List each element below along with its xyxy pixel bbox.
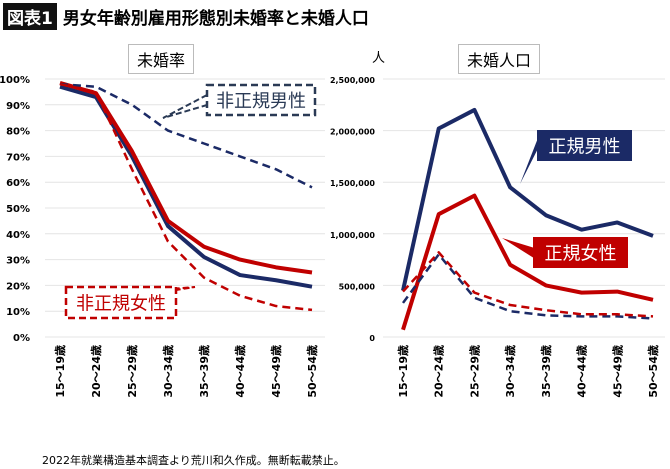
- series-line-非正規男性: [59, 82, 313, 189]
- x-tick-label: 15～19歳: [396, 345, 410, 398]
- callout-box: [64, 285, 178, 320]
- series-line-非正規女性: [59, 82, 313, 312]
- x-tick-label: 20～24歳: [432, 345, 446, 398]
- y-tick-label: 1,000,000: [330, 231, 375, 240]
- callout-label: 非正規男性: [216, 91, 306, 112]
- x-tick-label: 35～39歳: [539, 345, 553, 398]
- series-line-正規男性: [59, 84, 313, 289]
- x-tick-label: 50～54歳: [646, 345, 660, 398]
- y-tick-label: 2,500,000: [330, 76, 375, 85]
- source-note: 2022年就業構造基本調査より荒川和久作成。無断転載禁止。: [42, 454, 345, 467]
- callout-box: [533, 237, 628, 268]
- callout-pointer: [162, 94, 208, 119]
- x-tick-label: 25～29歳: [125, 345, 139, 398]
- x-tick-label: 40～44歳: [233, 345, 247, 398]
- y-tick-label: 2,000,000: [330, 128, 375, 137]
- y-tick-label: 1,500,000: [330, 179, 375, 188]
- x-tick-label: 25～29歳: [467, 345, 481, 398]
- figure-tag: 図表1: [3, 3, 57, 30]
- x-tick-label: 50～54歳: [305, 345, 319, 398]
- series-line-正規男性: [401, 107, 654, 291]
- y-tick-label: 0%: [13, 333, 30, 344]
- y-tick-label: 70%: [6, 152, 30, 163]
- y-tick-label: 500,000: [339, 282, 376, 291]
- x-tick-label: 20～24歳: [89, 345, 103, 398]
- y-tick-label: 20%: [6, 281, 30, 292]
- x-tick-label: 35～39歳: [197, 345, 211, 398]
- callout-pointer: [502, 238, 533, 258]
- figure-header: 図表1 男女年齢別雇用形態別未婚率と未婚人口: [3, 3, 369, 30]
- y-tick-label: 30%: [6, 256, 30, 267]
- x-tick-label: 30～34歳: [161, 345, 175, 398]
- x-tick-label: 40～44歳: [575, 345, 589, 398]
- series-line-非正規女性: [402, 251, 654, 318]
- callout-box: [205, 83, 317, 117]
- y-tick-label: 60%: [6, 178, 30, 189]
- x-tick-label: 45～49歳: [269, 345, 283, 398]
- x-tick-label: 15～19歳: [53, 345, 67, 398]
- right-chart-title: 未婚人口: [458, 44, 541, 74]
- callout-label: 正規女性: [545, 244, 617, 265]
- x-tick-label: 45～49歳: [610, 345, 624, 398]
- x-tick-label: 30～34歳: [503, 345, 517, 398]
- figure-title: 男女年齢別雇用形態別未婚率と未婚人口: [62, 9, 369, 29]
- y-tick-label: 40%: [6, 230, 30, 241]
- callout-label: 非正規女性: [76, 294, 166, 315]
- y-tick-label: 80%: [6, 127, 30, 138]
- series-line-正規女性: [59, 80, 313, 275]
- y-tick-label: 50%: [6, 204, 30, 215]
- callout-label: 正規男性: [549, 137, 621, 158]
- series-line-非正規男性: [401, 253, 654, 320]
- series-line-正規女性: [401, 193, 654, 331]
- y-tick-label: 0: [369, 334, 375, 343]
- y-tick-label: 90%: [6, 101, 30, 112]
- unit-label: 人: [372, 51, 385, 66]
- y-tick-label: 100%: [0, 75, 30, 86]
- callout-box: [537, 130, 632, 161]
- callout-pointer: [520, 140, 537, 184]
- left-chart-title: 未婚率: [128, 44, 195, 74]
- y-tick-label: 10%: [6, 307, 30, 318]
